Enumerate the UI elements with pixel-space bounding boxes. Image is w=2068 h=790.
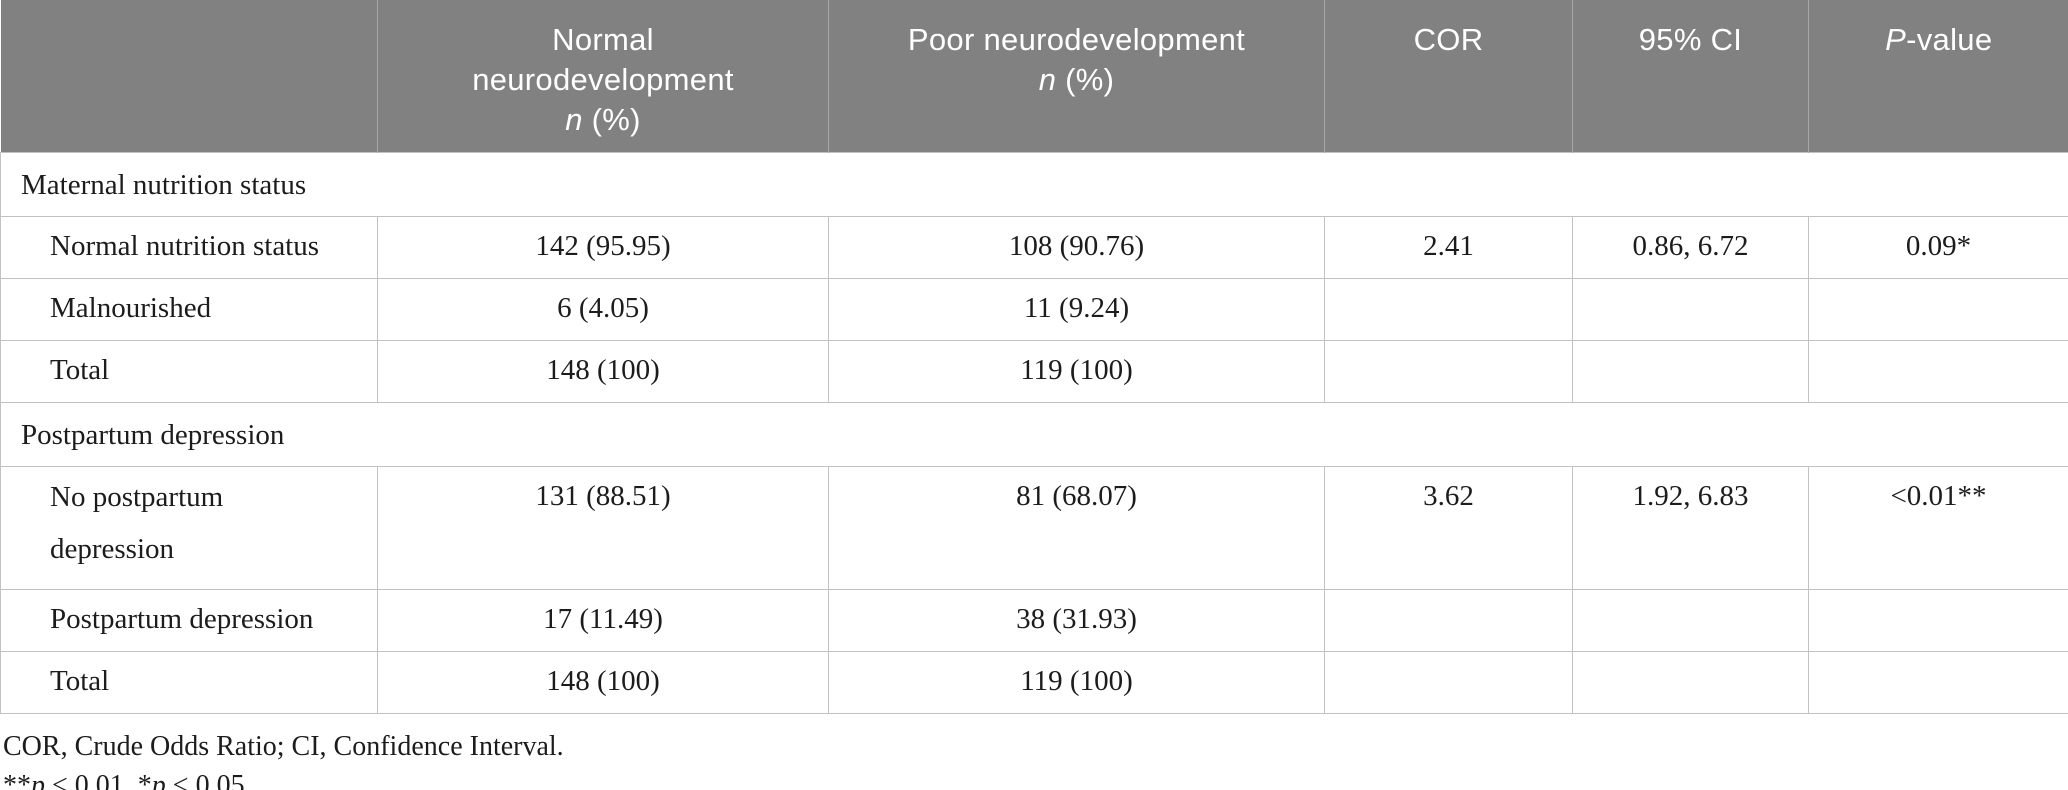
table-footnotes: COR, Crude Odds Ratio; CI, Confidence In… <box>3 727 2068 790</box>
table-row: Total 148 (100) 119 (100) <box>0 650 2068 714</box>
row-label-cell: No postpartum depression <box>0 465 378 590</box>
sig-p-italic: p <box>151 769 166 790</box>
sig-p-italic: p <box>31 769 45 790</box>
column-header-empty <box>0 0 378 152</box>
table-row: Malnourished 6 (4.05) 11 (9.24) <box>0 277 2068 341</box>
header-n-italic: n <box>565 102 583 137</box>
ci-cell <box>1572 339 1809 403</box>
row-label-cell: Postpartum depression <box>0 588 378 652</box>
ci-cell <box>1572 650 1809 714</box>
poor-neurodev-cell: 119 (100) <box>828 339 1325 403</box>
abbreviation-note: COR, Crude Odds Ratio; CI, Confidence In… <box>3 730 564 762</box>
poor-neurodev-cell: 11 (9.24) <box>828 277 1325 341</box>
section-header-cell: Maternal nutrition status <box>0 151 2068 217</box>
header-p-italic: P <box>1885 22 1907 57</box>
header-line: -value <box>1906 22 1993 57</box>
header-line: Normal <box>552 22 654 57</box>
normal-neurodev-cell: 17 (11.49) <box>377 588 829 652</box>
header-line: COR <box>1413 22 1484 57</box>
ci-cell: 0.86, 6.72 <box>1572 215 1809 279</box>
normal-neurodev-cell: 6 (4.05) <box>377 277 829 341</box>
section-row-maternal-nutrition: Maternal nutrition status <box>0 151 2068 217</box>
poor-neurodev-cell: 108 (90.76) <box>828 215 1325 279</box>
column-header-normal-neurodevelopment: Normal neurodevelopment n (%) <box>377 0 829 152</box>
table-row: Normal nutrition status 142 (95.95) 108 … <box>0 215 2068 279</box>
p-value-cell <box>1808 588 2068 652</box>
significance-note: **p < 0.01, *p < 0.05. <box>3 766 2068 790</box>
ci-cell <box>1572 277 1809 341</box>
header-line: neurodevelopment <box>472 62 734 97</box>
poor-neurodev-cell: 81 (68.07) <box>828 465 1325 590</box>
normal-neurodev-cell: 148 (100) <box>377 650 829 714</box>
p-value-cell: 0.09* <box>1808 215 2068 279</box>
header-line: Poor neurodevelopment <box>907 22 1246 57</box>
cor-cell <box>1324 277 1573 341</box>
p-value-cell: <0.01** <box>1808 465 2068 590</box>
section-header-cell: Postpartum depression <box>0 401 2068 467</box>
header-line: (%) <box>1056 62 1115 97</box>
p-value-cell <box>1808 650 2068 714</box>
column-header-poor-neurodevelopment: Poor neurodevelopment n (%) <box>828 0 1325 152</box>
cor-cell <box>1324 650 1573 714</box>
header-line: 95% CI <box>1638 22 1743 57</box>
cor-cell <box>1324 588 1573 652</box>
sig-text: < 0.01, * <box>45 769 152 790</box>
label-line: depression <box>50 532 175 565</box>
column-header-cor: COR <box>1324 0 1573 152</box>
column-header-95ci: 95% CI <box>1572 0 1809 152</box>
table-row: Postpartum depression 17 (11.49) 38 (31.… <box>0 588 2068 652</box>
ci-cell <box>1572 588 1809 652</box>
header-n-italic: n <box>1038 62 1057 97</box>
poor-neurodev-cell: 119 (100) <box>828 650 1325 714</box>
table-row: No postpartum depression 131 (88.51) 81 (… <box>0 465 2068 590</box>
cor-cell: 2.41 <box>1324 215 1573 279</box>
section-row-postpartum-depression: Postpartum depression <box>0 401 2068 467</box>
normal-neurodev-cell: 142 (95.95) <box>377 215 829 279</box>
p-value-cell <box>1808 339 2068 403</box>
sig-text: < 0.05. <box>165 769 252 790</box>
label-line: No postpartum <box>50 480 224 513</box>
statistics-table: Normal neurodevelopment n (%) Poor neurode… <box>0 0 2068 714</box>
poor-neurodev-cell: 38 (31.93) <box>828 588 1325 652</box>
sig-stars: ** <box>3 769 31 790</box>
normal-neurodev-cell: 148 (100) <box>377 339 829 403</box>
header-row: Normal neurodevelopment n (%) Poor neurode… <box>0 0 2068 152</box>
row-label-cell: Normal nutrition status <box>0 215 378 279</box>
cor-cell: 3.62 <box>1324 465 1573 590</box>
normal-neurodev-cell: 131 (88.51) <box>377 465 829 590</box>
row-label-cell: Total <box>0 339 378 403</box>
table-row: Total 148 (100) 119 (100) <box>0 339 2068 403</box>
ci-cell: 1.92, 6.83 <box>1572 465 1809 590</box>
p-value-cell <box>1808 277 2068 341</box>
row-label-cell: Malnourished <box>0 277 378 341</box>
header-line: (%) <box>582 102 641 137</box>
cor-cell <box>1324 339 1573 403</box>
column-header-pvalue: P-value <box>1808 0 2068 152</box>
row-label-cell: Total <box>0 650 378 714</box>
